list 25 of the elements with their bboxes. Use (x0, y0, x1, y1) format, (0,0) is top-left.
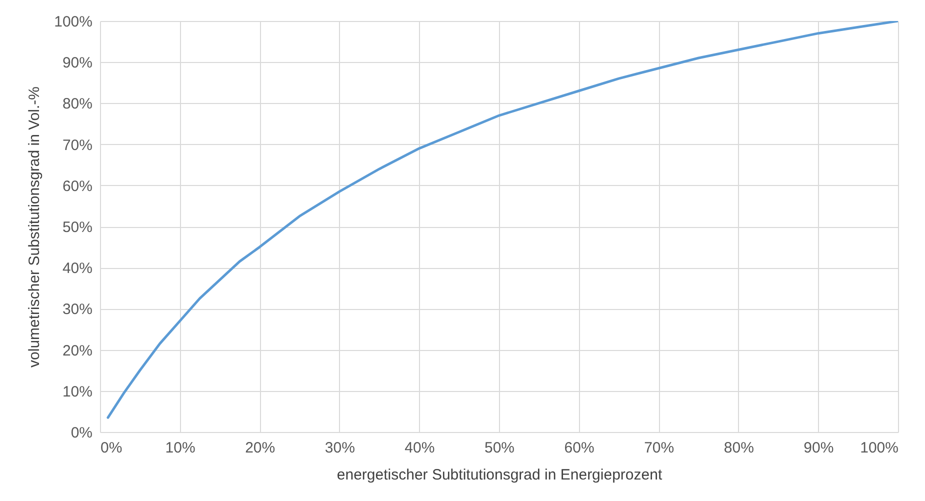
x-tick-label: 70% (644, 440, 674, 456)
y-tick-label: 0% (70, 424, 92, 442)
y-tick-label: 10% (62, 383, 92, 400)
x-tick-label: 10% (165, 440, 196, 456)
line-series (106, 21, 898, 419)
x-tick-label: 100% (860, 440, 898, 456)
y-tick-label: 100% (54, 14, 92, 30)
y-axis-title: volumetrischer Substitutionsgrad in Vol.-% (26, 86, 44, 368)
y-tick-label: 80% (62, 96, 92, 113)
x-tick-label: 50% (484, 440, 515, 456)
y-tick-label: 90% (62, 54, 92, 72)
x-tick-label: 80% (724, 440, 754, 456)
y-tick-label: 20% (62, 342, 92, 360)
x-tick-label: 90% (804, 440, 834, 456)
y-tick-label: 60% (62, 178, 92, 195)
x-axis-title: energetischer Subtitutionsgrad in Energieprozent (336, 466, 663, 484)
x-tick-label: 60% (564, 440, 594, 456)
x-tick-label: 20% (245, 440, 276, 456)
y-tick-label: 50% (62, 219, 92, 236)
x-tick-label: 0% (100, 440, 122, 456)
y-tick-label: 40% (62, 260, 92, 278)
x-tick-label: 40% (404, 440, 435, 456)
y-tick-label: 70% (62, 136, 92, 154)
y-tick-label: 30% (62, 301, 92, 318)
x-tick-label: 30% (324, 440, 355, 456)
